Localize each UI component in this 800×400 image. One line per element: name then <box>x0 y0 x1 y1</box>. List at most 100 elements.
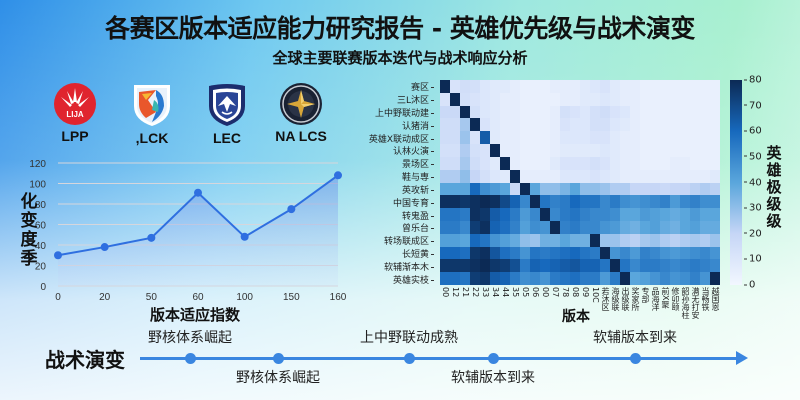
heatmap-cell <box>690 169 700 183</box>
heatmap-cell <box>480 233 490 247</box>
logo-lpl: LIJA LPP <box>40 82 110 144</box>
heatmap-cell <box>470 80 480 93</box>
heatmap-cell <box>480 259 490 273</box>
heatmap-cell <box>590 105 600 119</box>
heatmap-cell <box>590 118 600 132</box>
heatmap-cell <box>540 105 550 119</box>
heatmap-cell <box>590 80 600 93</box>
heatmap-cell <box>580 233 590 247</box>
heatmap-cell <box>610 259 620 273</box>
heatmap-cell <box>620 272 630 285</box>
logo-lec: LEC <box>192 82 262 146</box>
heatmap-cell <box>600 169 610 183</box>
colorbar-tick: 50 <box>744 151 762 162</box>
heatmap-cell <box>710 80 720 93</box>
heatmap-cell <box>530 272 540 285</box>
heatmap-cell <box>530 118 540 132</box>
heatmap-cell <box>520 131 530 145</box>
heatmap-cell <box>700 144 710 157</box>
heatmap-cell <box>500 182 510 196</box>
heatmap-cell <box>680 220 690 234</box>
heatmap-cell <box>450 131 460 145</box>
heatmap-cell <box>690 131 700 145</box>
heatmap-cell <box>700 105 710 119</box>
heatmap-cell <box>470 208 480 221</box>
heatmap-cell <box>590 208 600 221</box>
data-point <box>54 251 62 260</box>
heatmap-column-label: 35 <box>511 287 520 298</box>
colorbar-tick: 30 <box>744 203 762 214</box>
line-chart-y-axis-label: 化变度季 <box>20 192 38 269</box>
heatmap-cell <box>500 220 510 234</box>
heatmap-cell <box>680 156 690 170</box>
heatmap-cell <box>500 246 510 260</box>
heatmap-cell <box>590 182 600 196</box>
heatmap-cell <box>650 118 660 132</box>
heatmap-cell <box>540 92 550 106</box>
heatmap-cell <box>450 208 460 221</box>
heatmap-cell <box>500 131 510 145</box>
heatmap-cell <box>660 182 670 196</box>
heatmap-cell <box>620 105 630 119</box>
heatmap-cell <box>690 105 700 119</box>
logo-label: LEC <box>213 130 241 146</box>
page-title: 各赛区版本适应能力研究报告 - 英雄优先级与战术演变 <box>105 14 695 43</box>
heatmap-row-label: 景场区 <box>402 157 434 170</box>
heatmap-cell <box>670 182 680 196</box>
heatmap-cell <box>600 92 610 106</box>
heatmap-cell <box>570 118 580 132</box>
heatmap-cell <box>500 195 510 209</box>
heatmap-cell <box>480 246 490 260</box>
heatmap-cell <box>660 92 670 106</box>
heatmap-cell <box>700 131 710 145</box>
y-tick-label: 120 <box>29 159 46 170</box>
heatmap-cell <box>620 131 630 145</box>
heatmap-cell <box>710 246 720 260</box>
heatmap-cell <box>630 92 640 106</box>
heatmap-cell <box>650 80 660 93</box>
heatmap-cell <box>510 144 520 157</box>
heatmap-cell <box>650 208 660 221</box>
heatmap-cell <box>530 246 540 260</box>
heatmap-cell <box>710 259 720 273</box>
heatmap-cell <box>530 208 540 221</box>
heatmap-cell <box>560 118 570 132</box>
heatmap-cell <box>540 118 550 132</box>
heatmap-cell <box>610 92 620 106</box>
heatmap-cell <box>470 144 480 157</box>
heatmap-column-label: 奖家所 <box>631 287 640 311</box>
heatmap-cell <box>650 144 660 157</box>
heatmap-cell <box>580 246 590 260</box>
heatmap-cell <box>680 169 690 183</box>
heatmap-cell <box>670 233 680 247</box>
heatmap-cell <box>450 156 460 170</box>
heatmap-cell <box>470 272 480 285</box>
heatmap-cell <box>670 118 680 132</box>
heatmap-cell <box>480 272 490 285</box>
heatmap-row-label: 鞋与専 <box>402 170 434 183</box>
heatmap-cell <box>440 272 450 285</box>
heatmap-cell <box>710 169 720 183</box>
heatmap-cell <box>550 105 560 119</box>
heatmap-cell <box>510 169 520 183</box>
heatmap-cell <box>510 92 520 106</box>
y-tick-label: 80 <box>35 200 47 211</box>
heatmap-cell <box>460 272 470 285</box>
heatmap-cell <box>510 156 520 170</box>
heatmap-cell <box>490 208 500 221</box>
heatmap-cell <box>690 246 700 260</box>
heatmap-cell <box>650 259 660 273</box>
heatmap-cell <box>450 195 460 209</box>
heatmap-cell <box>490 220 500 234</box>
heatmap-cell <box>710 118 720 132</box>
heatmap-cell <box>620 92 630 106</box>
heatmap-cell <box>530 233 540 247</box>
x-tick-label: 150 <box>283 292 300 303</box>
heatmap-cell <box>640 118 650 132</box>
heatmap-cell <box>640 182 650 196</box>
heatmap-cell <box>510 195 520 209</box>
heatmap-cell <box>500 259 510 273</box>
heatmap-cell <box>460 259 470 273</box>
heatmap-cell <box>530 220 540 234</box>
heatmap-cell <box>600 272 610 285</box>
